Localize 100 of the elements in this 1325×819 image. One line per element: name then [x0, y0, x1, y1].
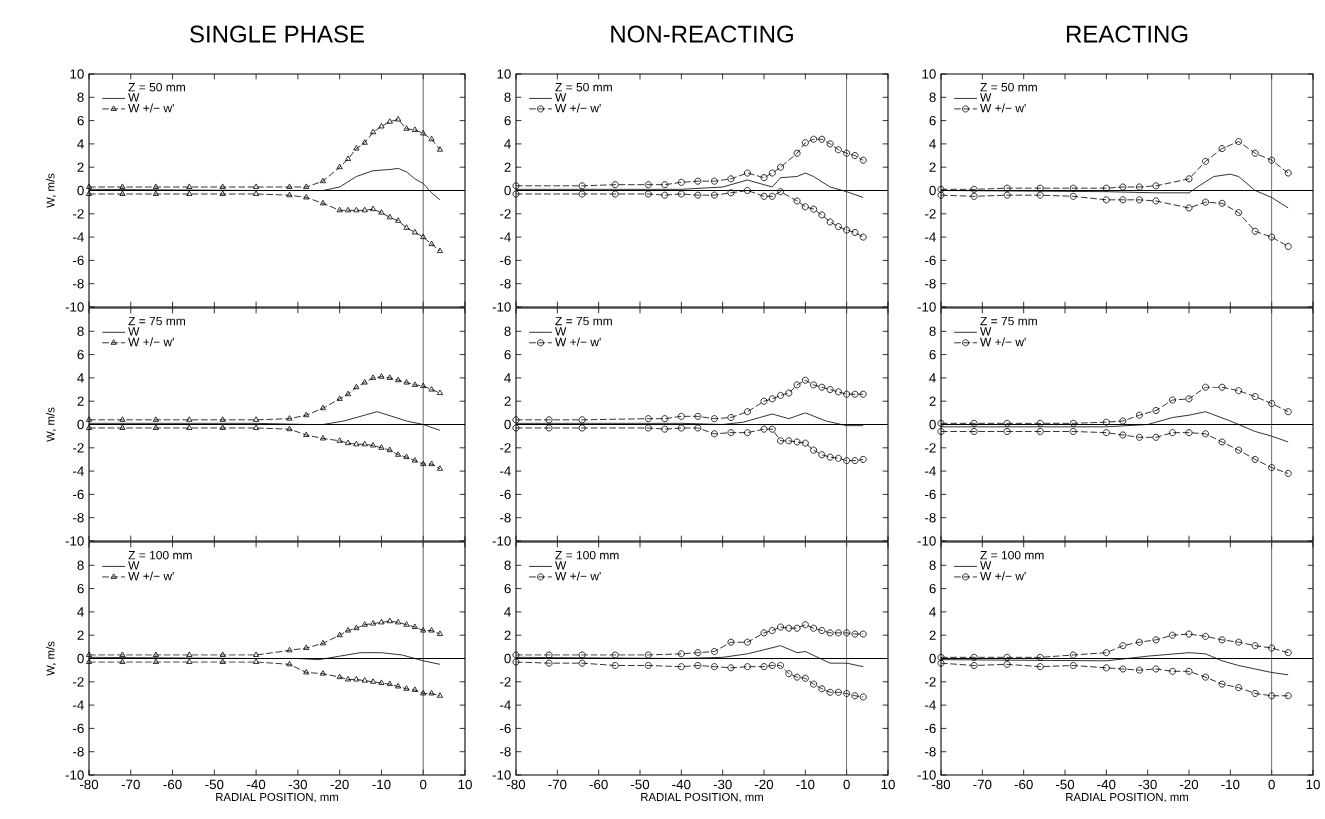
y-tick-label: 2	[77, 162, 84, 172]
y-tick-label: 2	[77, 630, 84, 640]
y-tick-label: 8	[929, 326, 936, 337]
y-tick-label: -4	[73, 232, 84, 242]
legend-label: W +/− w'	[980, 571, 1026, 581]
x-tick-label: -60	[589, 779, 608, 790]
y-tick-label: 0	[504, 653, 511, 664]
y-tick-label: 6	[504, 115, 511, 126]
y-tick-label: -4	[925, 232, 936, 242]
y-tick-label: 0	[77, 419, 84, 430]
y-tick-label: -8	[500, 746, 511, 757]
y-tick-label: 6	[77, 349, 84, 360]
legend-label: W +/− w'	[128, 103, 174, 113]
y-tick-label: 4	[77, 139, 84, 149]
y-tick-label: 2	[929, 630, 936, 640]
y-tick-label: -6	[925, 723, 936, 734]
y-tick-label: 6	[77, 115, 84, 126]
x-tick-label: 0	[843, 779, 850, 790]
y-tick-label: -4	[500, 232, 511, 242]
legend-label: W	[555, 561, 567, 570]
legend-title: Z = 50 mm	[555, 82, 612, 92]
y-axis-title: W, m/s	[46, 641, 56, 676]
y-tick-label: -8	[925, 512, 936, 523]
y-tick-label: -2	[73, 209, 84, 219]
y-tick-label: 4	[929, 607, 936, 617]
x-tick-label: -80	[79, 779, 99, 790]
y-tick-label: 0	[929, 653, 936, 664]
y-tick-label: -4	[73, 700, 84, 710]
x-tick-label: -30	[713, 779, 732, 790]
y-tick-label: -8	[73, 746, 84, 757]
legend-title: Z = 50 mm	[128, 82, 185, 92]
y-tick-label: -4	[925, 466, 936, 476]
x-tick-label: -80	[931, 779, 951, 790]
y-tick-label: -10	[492, 770, 511, 780]
y-tick-label: -2	[500, 209, 511, 219]
y-tick-label: -2	[925, 443, 936, 453]
y-tick-label: -4	[73, 466, 84, 476]
y-tick-label: -6	[500, 489, 511, 500]
legend-label: W +/− w'	[128, 337, 174, 347]
x-tick-label: -10	[796, 779, 815, 790]
chart-title: REACTING	[1066, 25, 1188, 43]
y-tick-label: 4	[77, 607, 84, 617]
legend-title: Z = 100 mm	[128, 550, 192, 560]
y-tick-label: -6	[73, 723, 84, 734]
y-tick-label: 2	[929, 162, 936, 172]
y-tick-label: 10	[922, 69, 936, 79]
y-tick-label: -10	[917, 536, 936, 546]
y-tick-label: -2	[500, 443, 511, 453]
legend-label: W	[980, 93, 992, 102]
x-tick-label: -80	[506, 779, 526, 790]
y-tick-label: -2	[500, 677, 511, 687]
x-tick-label: -50	[205, 779, 224, 790]
y-tick-label: -2	[73, 443, 84, 453]
y-tick-label: 8	[504, 560, 511, 571]
x-tick-label: -20	[1179, 779, 1199, 790]
x-tick-label: -30	[288, 779, 308, 790]
legend-title: Z = 75 mm	[980, 316, 1037, 326]
y-tick-label: 4	[929, 373, 936, 383]
y-tick-label: -8	[500, 512, 511, 523]
y-tick-label: 8	[504, 92, 511, 103]
y-tick-label: 4	[929, 139, 936, 149]
y-tick-label: 8	[77, 92, 84, 103]
y-tick-label: -2	[925, 677, 936, 687]
y-tick-label: 0	[504, 185, 511, 196]
y-tick-label: -6	[500, 723, 511, 734]
x-tick-label: -20	[330, 779, 349, 790]
y-tick-label: 0	[77, 653, 84, 664]
y-tick-label: -8	[73, 278, 84, 289]
x-tick-label: 0	[1268, 779, 1275, 790]
y-tick-label: 4	[504, 607, 511, 617]
x-tick-label: -40	[672, 779, 691, 790]
y-tick-label: 0	[929, 419, 936, 430]
y-tick-label: 2	[929, 396, 936, 406]
y-tick-label: -8	[925, 278, 936, 289]
y-tick-label: -10	[65, 536, 84, 546]
chart-title: SINGLE PHASE	[190, 25, 364, 43]
legend-label: W	[128, 327, 140, 336]
legend-label: W	[980, 327, 992, 336]
y-tick-label: 6	[504, 349, 511, 360]
y-tick-label: 10	[70, 69, 84, 79]
y-tick-label: 8	[77, 560, 84, 571]
legend-label: W +/− w'	[128, 571, 174, 581]
legend-label: W +/− w'	[555, 571, 601, 581]
y-tick-label: 0	[504, 419, 511, 430]
x-tick-label: -70	[973, 779, 992, 790]
y-tick-label: -2	[73, 677, 84, 687]
x-tick-label: -50	[1055, 779, 1075, 790]
y-tick-label: -4	[925, 700, 936, 710]
y-tick-label: -8	[925, 746, 936, 757]
y-tick-label: -10	[492, 302, 511, 312]
x-tick-label: -30	[1138, 779, 1157, 790]
x-tick-label: -60	[1014, 779, 1033, 790]
y-tick-label: -6	[500, 255, 511, 266]
x-tick-label: -10	[372, 779, 391, 790]
x-tick-label: 10	[1306, 779, 1320, 790]
y-tick-label: 8	[929, 560, 936, 571]
x-axis-title: RADIAL POSITION, mm	[1066, 792, 1188, 803]
legend-label: W	[128, 93, 140, 102]
y-tick-label: 6	[929, 349, 936, 360]
y-tick-label: 0	[929, 185, 936, 196]
